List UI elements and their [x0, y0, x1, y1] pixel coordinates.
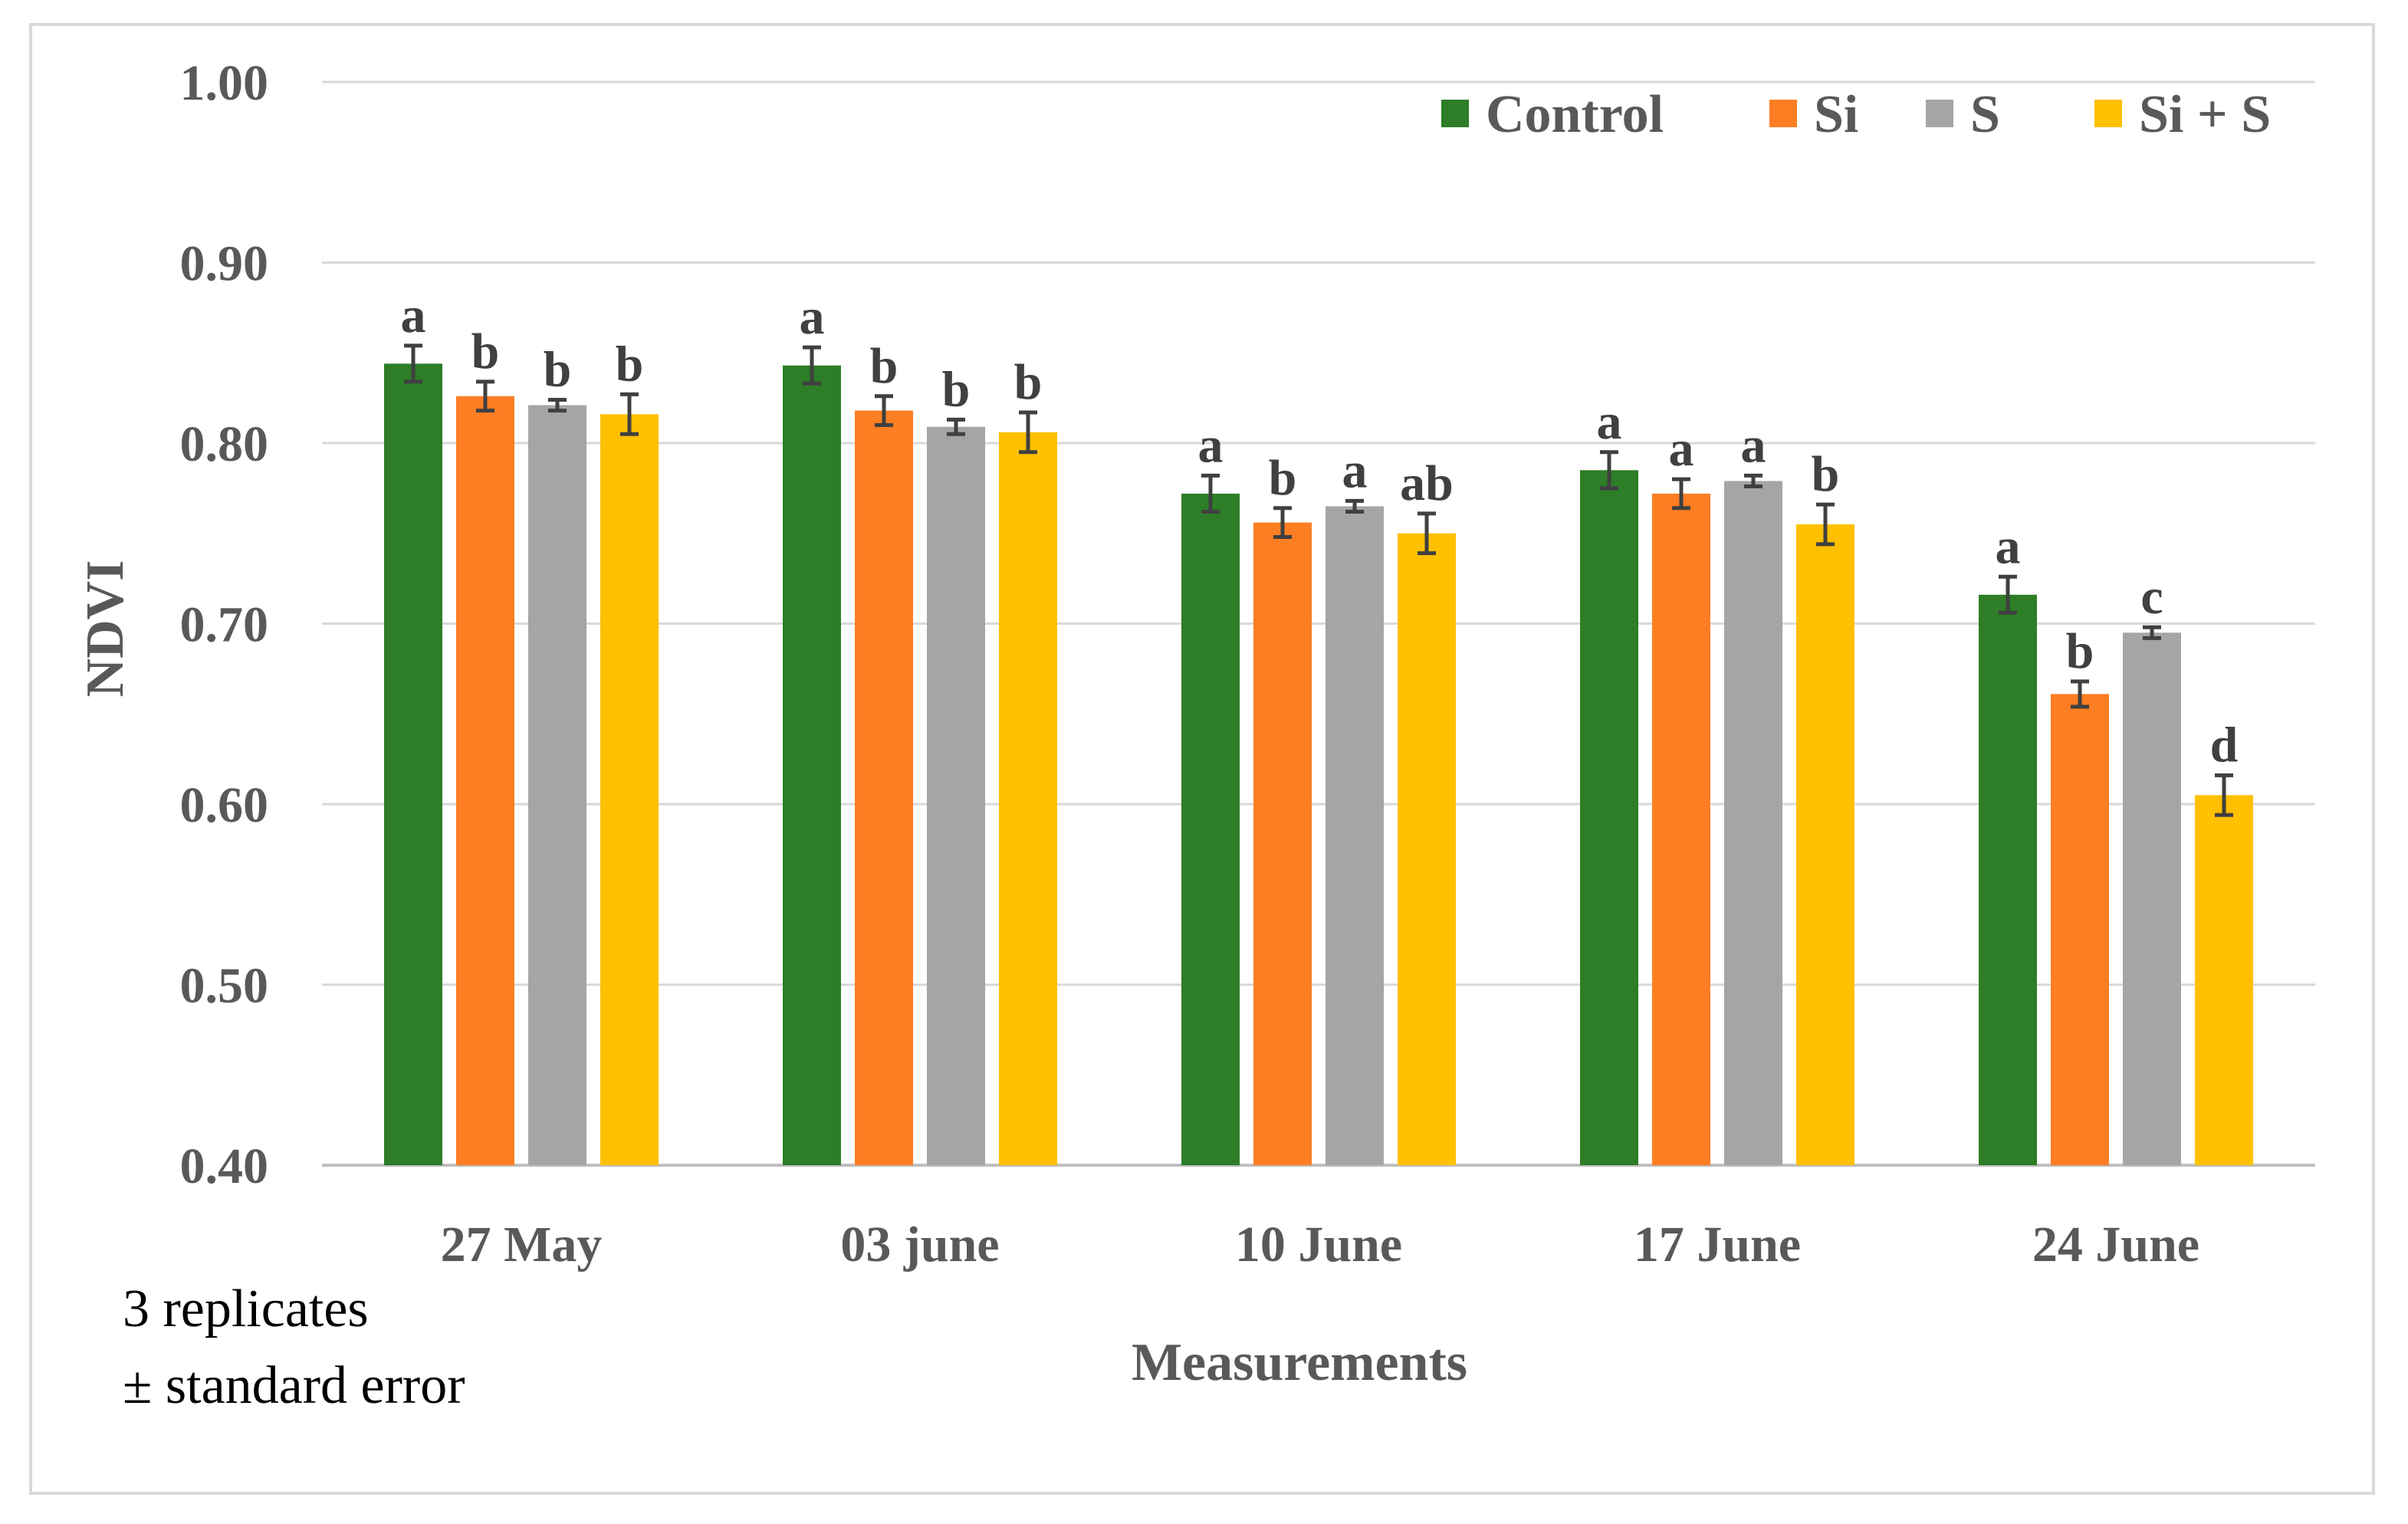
significance-letter: b [870, 338, 898, 394]
y-axis-title: NDVI [76, 560, 135, 698]
bar [1724, 481, 1782, 1165]
legend-label: Control [1486, 85, 1664, 144]
bars [384, 343, 2253, 1165]
error-bar [620, 392, 639, 436]
error-bar [1672, 477, 1690, 511]
significance-letter: ab [1400, 455, 1454, 511]
significance-letter: b [471, 324, 500, 379]
significance-letter: a [800, 289, 825, 345]
x-tick-label: 10 June [1235, 1217, 1402, 1273]
y-tick-label: 0.80 [180, 416, 269, 472]
significance-letter: b [2066, 623, 2094, 679]
error-bar [803, 345, 821, 386]
x-tick-label: 17 June [1634, 1217, 1801, 1273]
bar [927, 426, 985, 1165]
y-tick-label: 0.90 [180, 236, 269, 292]
significance-letter: a [1741, 417, 1766, 473]
significance-letter: c [2140, 569, 2163, 625]
legend-label: S [1970, 85, 2000, 144]
legend-swatch [2094, 100, 2122, 127]
legend-swatch [1769, 100, 1797, 127]
significance-letter: a [1198, 417, 1224, 473]
error-bar [1201, 473, 1220, 514]
significance-letter: b [1014, 354, 1043, 410]
error-bar [2143, 625, 2161, 640]
error-bar [548, 397, 567, 413]
significance-letter: a [1996, 518, 2021, 574]
bar [600, 414, 659, 1165]
y-tick-label: 0.40 [180, 1138, 269, 1194]
bar [1979, 594, 2037, 1165]
significance-letter: a [401, 287, 426, 343]
standard-error-note: ± standard error [123, 1356, 465, 1415]
bar [1326, 506, 1384, 1165]
error-bar [1999, 574, 2017, 615]
bar [1580, 470, 1638, 1165]
bar [384, 363, 442, 1165]
error-bar [947, 417, 965, 436]
y-tick-label: 0.70 [180, 597, 269, 653]
error-bar [404, 343, 422, 384]
bar [528, 405, 586, 1165]
significance-letter: b [544, 341, 572, 397]
error-bar [2071, 679, 2089, 709]
error-bar [1273, 506, 1292, 539]
error-bar [1600, 450, 1618, 491]
x-tick-label: 27 May [441, 1217, 603, 1273]
bar [999, 432, 1057, 1165]
replicates-note: 3 replicates [123, 1279, 369, 1338]
significance-letter: b [942, 361, 971, 417]
legend-swatch [1441, 100, 1469, 127]
bar [2051, 694, 2109, 1165]
significance-letter: b [616, 336, 644, 392]
bar [1398, 533, 1456, 1165]
error-bar [476, 379, 494, 413]
y-tick-label: 1.00 [180, 55, 269, 111]
x-tick-label: 03 june [840, 1217, 999, 1273]
bar [783, 365, 841, 1165]
legend-swatch [1926, 100, 1953, 127]
bar [1796, 524, 1854, 1165]
significance-letter: a [1669, 421, 1694, 477]
significance-letter: b [1812, 446, 1840, 502]
error-bar [1345, 498, 1364, 514]
significance-letter: b [1269, 450, 1297, 506]
significance-letter: a [1597, 394, 1622, 450]
legend-label: Si [1814, 85, 1858, 144]
significance-letter: a [1342, 442, 1368, 498]
y-tick-label: 0.60 [180, 777, 269, 833]
bar [1253, 522, 1312, 1165]
bar [2123, 632, 2181, 1165]
bar [1181, 493, 1240, 1165]
error-bar [875, 394, 893, 427]
bar [855, 410, 913, 1165]
error-bar [1744, 473, 1762, 489]
legend-label: Si + S [2139, 85, 2271, 144]
bar [456, 396, 514, 1165]
bar [2195, 795, 2253, 1165]
y-tick-label: 0.50 [180, 958, 269, 1014]
legend: Control Si S Si + S [1441, 85, 2271, 144]
x-tick-label: 24 June [2032, 1217, 2199, 1273]
significance-letter: d [2210, 717, 2239, 773]
error-bar [2215, 773, 2233, 817]
bar [1652, 493, 1710, 1165]
x-axis-title: Measurements [1132, 1333, 1467, 1392]
error-bar [1418, 511, 1436, 556]
error-bar [1816, 502, 1835, 547]
error-bar [1019, 410, 1037, 455]
